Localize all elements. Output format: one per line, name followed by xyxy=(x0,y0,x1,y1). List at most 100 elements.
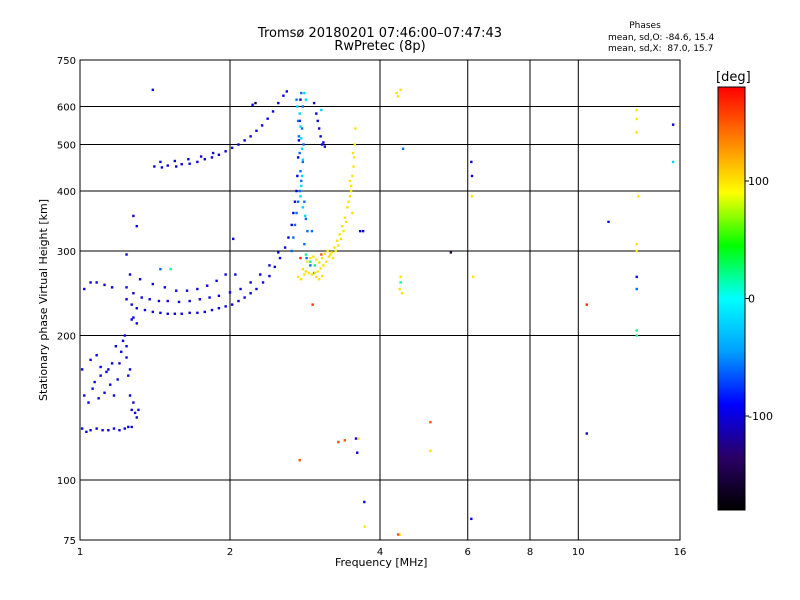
data-point xyxy=(326,249,329,253)
data-point xyxy=(278,256,282,260)
data-point xyxy=(299,125,302,128)
y-tick-label: 750 xyxy=(57,56,76,67)
data-point xyxy=(344,220,348,224)
data-point xyxy=(298,151,301,155)
data-point xyxy=(93,380,96,384)
data-point xyxy=(298,189,301,193)
data-point xyxy=(298,119,301,123)
data-point xyxy=(635,275,638,279)
data-point xyxy=(83,394,86,397)
data-point xyxy=(358,229,362,233)
data-point xyxy=(303,242,306,246)
data-point xyxy=(151,282,155,286)
data-point xyxy=(121,339,125,343)
data-point xyxy=(395,91,398,95)
data-point xyxy=(259,273,262,276)
data-point xyxy=(309,264,312,267)
data-point xyxy=(188,299,191,303)
data-point xyxy=(300,137,303,140)
data-point xyxy=(137,408,140,412)
data-point xyxy=(635,108,638,112)
data-point xyxy=(317,278,321,281)
data-point xyxy=(80,427,84,430)
y-tick-label: 600 xyxy=(57,103,76,114)
data-point xyxy=(130,425,133,429)
data-point xyxy=(296,156,300,159)
data-point xyxy=(125,345,128,348)
data-point xyxy=(230,303,234,306)
data-point xyxy=(159,267,162,271)
data-point xyxy=(217,307,221,310)
data-point xyxy=(217,294,221,297)
data-point xyxy=(635,117,638,121)
data-point xyxy=(449,251,453,254)
data-point xyxy=(351,151,355,155)
data-point xyxy=(398,287,401,291)
x-tick-label: 6 xyxy=(465,547,471,558)
data-point xyxy=(317,261,321,264)
data-point xyxy=(300,174,304,178)
data-point xyxy=(331,256,335,260)
data-point xyxy=(310,229,314,233)
data-point xyxy=(277,101,280,105)
data-point xyxy=(347,200,350,203)
data-point xyxy=(175,165,178,168)
data-point xyxy=(203,310,206,314)
data-point xyxy=(166,299,169,303)
data-point xyxy=(211,151,215,155)
data-point xyxy=(127,425,130,429)
data-point xyxy=(196,160,199,164)
data-point xyxy=(352,156,356,159)
data-point xyxy=(254,101,257,105)
data-point xyxy=(348,195,352,198)
data-point xyxy=(188,311,191,315)
data-point xyxy=(166,164,169,167)
data-point xyxy=(109,383,112,386)
data-point xyxy=(173,312,177,315)
data-point xyxy=(163,286,167,289)
data-point xyxy=(266,117,269,120)
data-point xyxy=(180,312,183,315)
data-point xyxy=(470,517,473,521)
data-point xyxy=(398,533,401,536)
y-tick-label: 75 xyxy=(63,536,76,547)
data-point xyxy=(635,249,638,253)
y-tick-label: 300 xyxy=(57,247,76,258)
data-point xyxy=(304,217,308,221)
data-point xyxy=(300,127,304,130)
data-point xyxy=(234,273,237,276)
data-point xyxy=(255,287,258,291)
data-point xyxy=(127,374,130,377)
data-point xyxy=(153,165,156,168)
data-point xyxy=(249,292,252,295)
colorbar-tick-label: -100 xyxy=(748,410,773,423)
data-point xyxy=(312,101,316,105)
data-point xyxy=(97,397,100,400)
data-point xyxy=(290,223,293,227)
data-point xyxy=(303,200,306,203)
data-point xyxy=(89,358,92,362)
data-point xyxy=(243,296,246,299)
data-point xyxy=(301,206,305,209)
data-point xyxy=(671,123,675,126)
data-point xyxy=(251,103,254,106)
x-tick-label: 4 xyxy=(377,547,383,558)
data-point xyxy=(337,244,340,247)
data-point xyxy=(123,427,126,430)
data-point xyxy=(400,292,404,295)
data-point xyxy=(295,211,298,215)
data-point xyxy=(99,374,102,377)
chart-subtitle: RwPretec (8p) xyxy=(334,39,426,54)
data-point xyxy=(327,255,331,258)
data-point xyxy=(157,299,161,303)
y-tick-label: 100 xyxy=(57,476,76,487)
data-point xyxy=(283,246,287,249)
data-point xyxy=(299,195,302,198)
y-tick-label: 400 xyxy=(57,187,76,198)
data-point xyxy=(290,249,293,253)
colorbar-tick-label: 100 xyxy=(748,175,769,188)
data-point xyxy=(285,90,288,93)
data-point xyxy=(271,110,275,113)
colorbar xyxy=(717,86,746,511)
data-point xyxy=(333,246,336,249)
